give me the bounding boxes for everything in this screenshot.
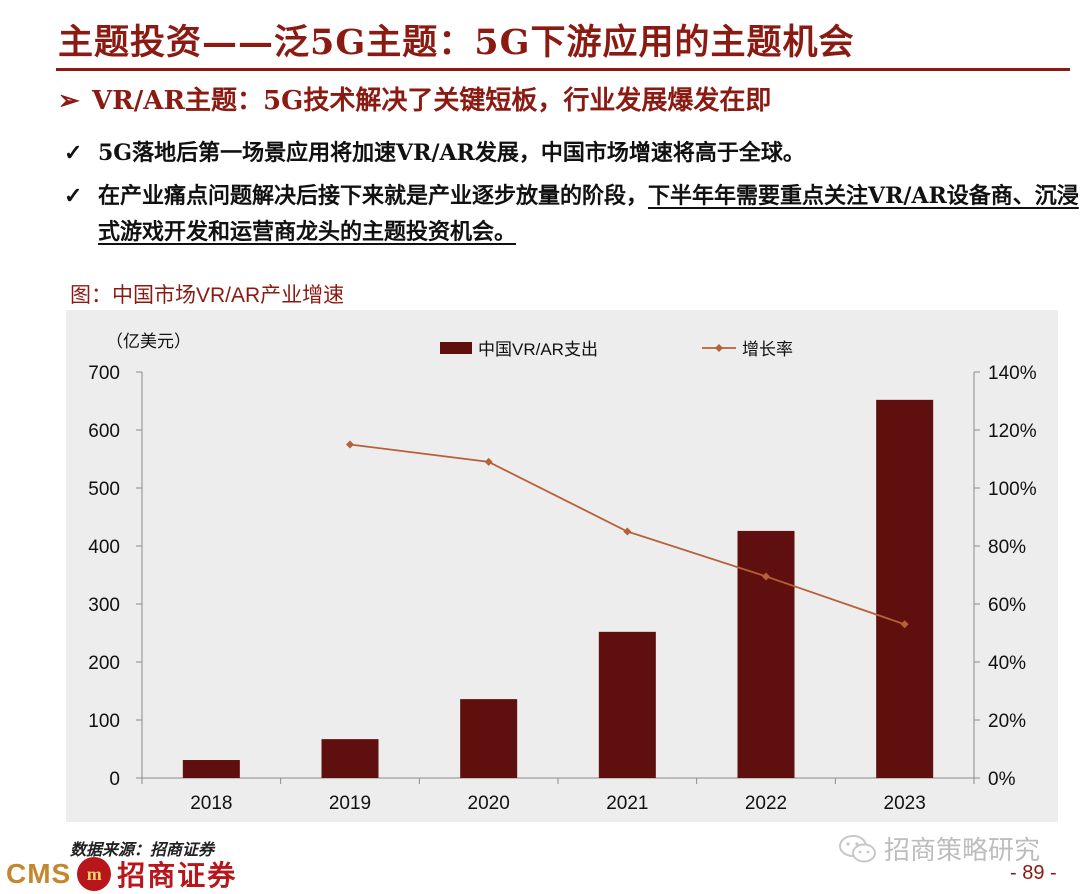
bar-2019	[321, 739, 379, 778]
growth-point-2023	[900, 620, 909, 629]
bar-line-chart: 0 100 200 300 400 500 600 700 0% 20% 40% 60% 80% 100%…	[88, 332, 1037, 814]
x-tick-label: 2020	[468, 793, 510, 814]
checkmark-icon: ✓	[64, 183, 83, 209]
right-y-tick-label: 0%	[988, 769, 1016, 790]
right-y-tick-label: 140%	[988, 363, 1037, 384]
logo-mark-icon: m	[77, 857, 112, 891]
bullet-2-emphasis: 下半年年需要重点关注VR/AR设备商、沉浸式游戏开发和运营商龙头的主题投资机会。	[98, 183, 1079, 245]
bar-2023	[876, 399, 934, 778]
x-tick-label: 2022	[745, 793, 787, 814]
wechat-icon	[839, 834, 876, 862]
growth-point-2021	[623, 527, 632, 536]
data-source: 数据来源：招商证券	[70, 840, 215, 859]
right-y-tick-label: 60%	[988, 595, 1026, 616]
chart-panel: 0 100 200 300 400 500 600 700 0% 20% 40% 60% 80% 100%…	[66, 310, 1058, 822]
x-tick-label: 2019	[329, 793, 371, 814]
bullet-1-text: 5G落地后第一场景应用将加速VR/AR发展，中国市场增速将高于全球。	[98, 140, 805, 166]
bar-2020	[460, 699, 518, 778]
bullet-2-text: 在产业痛点问题解决后接下来就是产业逐步放量的阶段，下半年年需要重点关注VR/AR…	[98, 178, 1080, 250]
x-tick-label: 2018	[190, 793, 232, 814]
growth-point-2022	[762, 572, 770, 581]
left-y-tick-label: 100	[88, 711, 120, 732]
bullet-2-plain: 在产业痛点问题解决后接下来就是产业逐步放量的阶段，	[98, 183, 649, 209]
right-y-tick-label: 40%	[988, 653, 1026, 674]
left-y-tick-label: 700	[88, 363, 120, 384]
figure-caption: 图：中国市场VR/AR产业增速	[70, 284, 345, 307]
arrow-bullet-icon: ➢	[58, 86, 80, 116]
watermark-text: 招商策略研究	[884, 835, 1041, 865]
checkmark-icon: ✓	[64, 140, 83, 166]
section-subtitle: ➢ VR/AR主题：5G技术解决了关键短板，行业发展爆发在即	[58, 80, 771, 117]
subtitle-text: VR/AR主题：5G技术解决了关键短板，行业发展爆发在即	[92, 86, 772, 116]
left-y-tick-label: 0	[109, 769, 120, 790]
legend-swatch-marker	[715, 344, 723, 352]
legend-label-line: 增长率	[742, 340, 793, 359]
cms-logo: CMS m 招商证券	[6, 854, 237, 894]
legend-swatch-bar	[440, 342, 472, 354]
logo-chinese: 招商证券	[117, 859, 238, 892]
bar-2022	[737, 530, 795, 778]
right-y-tick-label: 80%	[988, 537, 1026, 558]
wechat-watermark: 招商策略研究	[838, 830, 1040, 867]
left-y-tick-label: 400	[88, 537, 120, 558]
left-y-tick-label: 600	[88, 421, 120, 442]
left-y-tick-label: 200	[88, 653, 120, 674]
y-axis-unit-label: （亿美元）	[106, 332, 191, 351]
growth-point-2019	[346, 440, 354, 449]
right-y-tick-label: 100%	[988, 479, 1037, 500]
legend-label-bar: 中国VR/AR支出	[478, 340, 598, 359]
logo-latin: CMS	[6, 858, 72, 889]
right-y-tick-label: 20%	[988, 711, 1026, 732]
bar-2018	[182, 760, 240, 778]
bar-2021	[598, 631, 656, 778]
left-y-tick-label: 500	[88, 479, 120, 500]
page-number: - 89 -	[1010, 862, 1057, 884]
left-y-tick-label: 300	[88, 595, 120, 616]
right-y-tick-label: 120%	[988, 421, 1037, 442]
x-tick-label: 2023	[884, 793, 926, 814]
growth-point-2020	[484, 457, 493, 466]
x-tick-label: 2021	[606, 793, 648, 814]
slide-title: 主题投资——泛5G主题：5G下游应用的主题机会	[58, 22, 855, 63]
title-divider	[56, 68, 1070, 71]
